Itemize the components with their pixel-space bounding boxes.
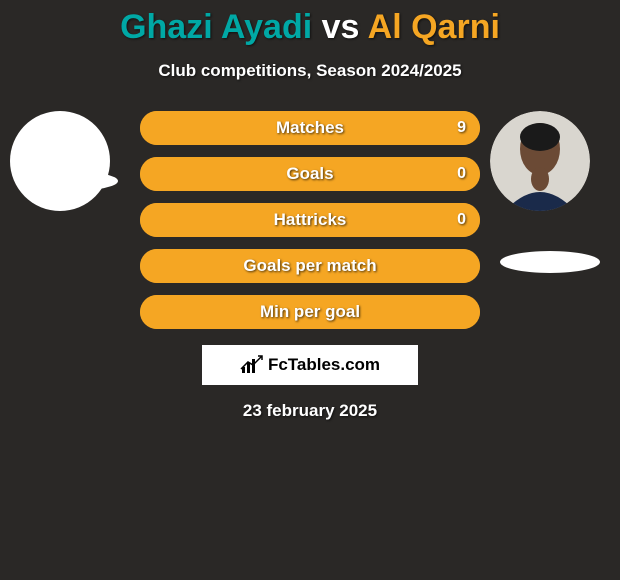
- date-line: 23 february 2025: [0, 401, 620, 421]
- stat-row: Hattricks0: [140, 203, 480, 237]
- stat-label: Min per goal: [140, 295, 480, 329]
- player2-shadow: [500, 251, 600, 273]
- logo-text: FcTables.com: [268, 355, 380, 375]
- stat-row: Goals0: [140, 157, 480, 191]
- stat-label: Goals per match: [140, 249, 480, 283]
- stat-label: Matches: [140, 111, 480, 145]
- stat-value-right: 9: [457, 111, 466, 145]
- chart-icon: [240, 355, 264, 375]
- title-player1: Ghazi Ayadi: [120, 8, 312, 46]
- title-player2: Al Qarni: [368, 8, 500, 46]
- stat-row: Matches9: [140, 111, 480, 145]
- stat-value-right: 0: [457, 203, 466, 237]
- stat-value-right: 0: [457, 157, 466, 191]
- player1-avatar: [10, 111, 110, 211]
- title-vs: vs: [322, 8, 360, 46]
- stats-area: Matches9Goals0Hattricks0Goals per matchM…: [0, 111, 620, 329]
- stat-row: Min per goal: [140, 295, 480, 329]
- site-logo: FcTables.com: [202, 345, 418, 385]
- subtitle: Club competitions, Season 2024/2025: [0, 61, 620, 81]
- stat-label: Goals: [140, 157, 480, 191]
- page-title: Ghazi Ayadi vs Al Qarni: [0, 0, 620, 47]
- player2-avatar: [490, 111, 590, 211]
- stat-label: Hattricks: [140, 203, 480, 237]
- player1-shadow: [22, 171, 118, 191]
- stat-row: Goals per match: [140, 249, 480, 283]
